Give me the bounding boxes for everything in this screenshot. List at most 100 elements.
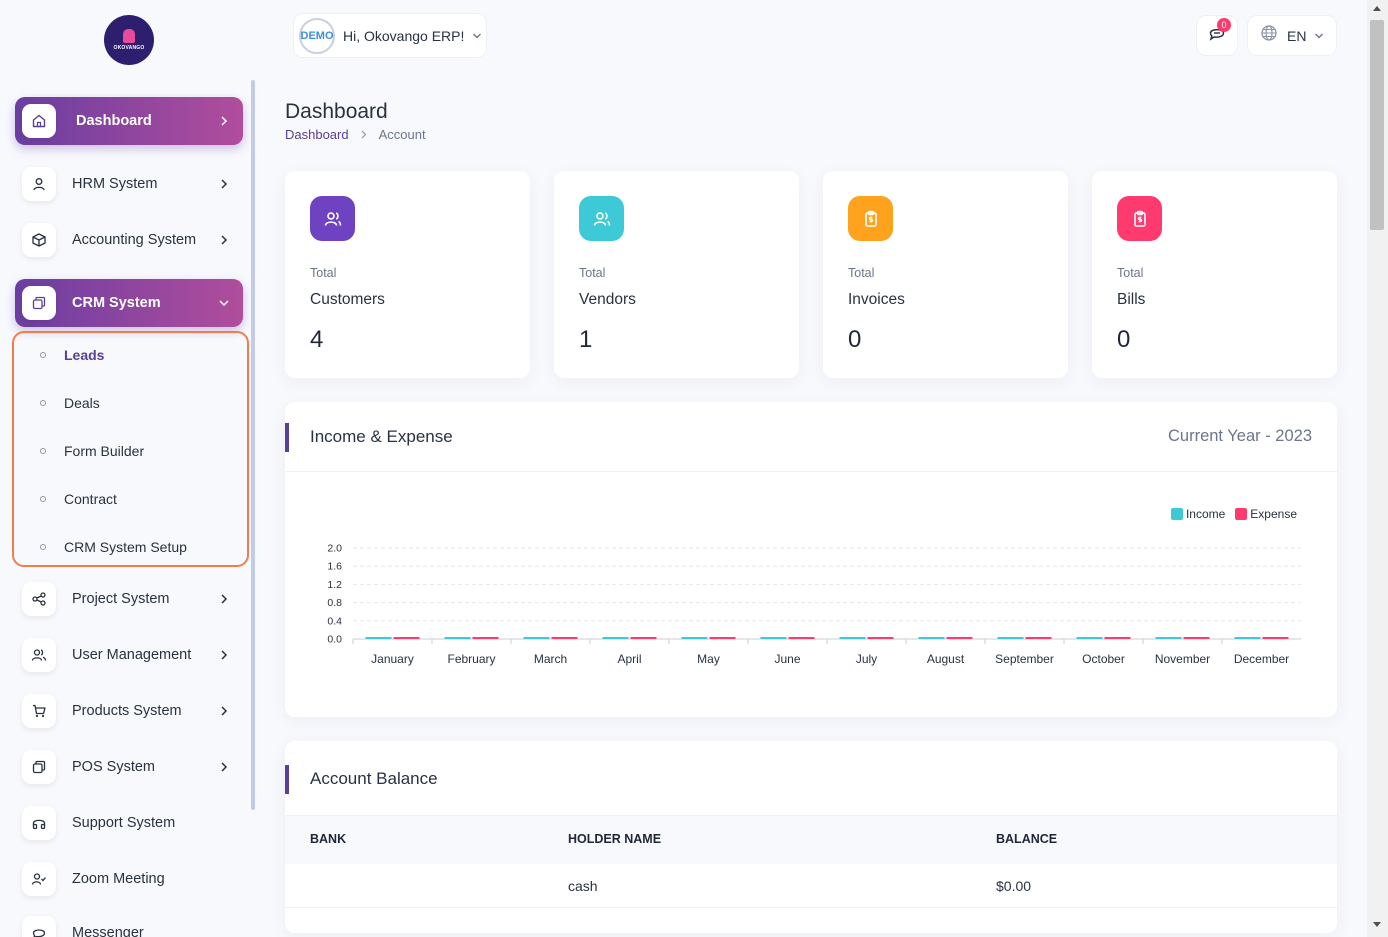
sidebar-item-label: Zoom Meeting [72, 871, 165, 887]
sidebar-item-label: Project System [72, 591, 170, 607]
bullet-icon [40, 352, 46, 358]
users-icon [310, 196, 355, 241]
language-code: EN [1287, 27, 1307, 44]
headphones-icon [22, 806, 56, 840]
bar-expense [867, 637, 894, 639]
bill-icon [1117, 196, 1162, 241]
submenu-label: Contract [64, 491, 117, 507]
share-icon [22, 582, 56, 616]
sidebar-item-label: Products System [72, 703, 182, 719]
bullet-icon [40, 400, 46, 406]
users-icon [579, 196, 624, 241]
bar-expense [1262, 637, 1289, 639]
bar-income [918, 637, 945, 639]
stat-label: Total [848, 266, 875, 280]
logo-text: OKOVANGO [113, 45, 145, 51]
chevron-right-icon [219, 235, 229, 245]
scrollbar-thumb[interactable] [1370, 20, 1384, 230]
sidebar-item-pos[interactable]: POS System [15, 743, 243, 791]
cell-holder: cash [568, 878, 598, 894]
box-icon [22, 223, 56, 257]
legend-item-income[interactable]: Income [1170, 507, 1225, 521]
stat-name: Vendors [579, 291, 636, 308]
invoice-icon [848, 196, 893, 241]
bar-expense [709, 637, 736, 639]
bar-income [1234, 637, 1261, 639]
legend-item-expense[interactable]: Expense [1235, 507, 1297, 521]
chevron-right-icon [219, 179, 229, 189]
bar-income [444, 637, 471, 639]
submenu-item-form-builder[interactable]: Form Builder [40, 441, 144, 461]
bar-expense [1183, 637, 1210, 639]
sidebar: OKOVANGO Dashboard HRM System Accounting… [0, 0, 258, 937]
chevron-right-icon [219, 650, 229, 660]
column-header-bank: BANK [310, 832, 347, 846]
card-title: Account Balance [310, 769, 438, 788]
user-menu[interactable]: DEMO Hi, Okovango ERP! [293, 13, 487, 58]
x-tick-label: January [371, 652, 414, 666]
submenu-item-deals[interactable]: Deals [40, 393, 100, 413]
sidebar-scrollbar[interactable] [251, 80, 255, 810]
stat-card-bills: Total Bills 0 [1092, 171, 1337, 378]
submenu-item-contract[interactable]: Contract [40, 489, 117, 509]
breadcrumb-link-dashboard[interactable]: Dashboard [285, 127, 349, 142]
chevron-right-icon [219, 706, 229, 716]
card-header: Income & Expense Current Year - 2023 [285, 402, 1337, 472]
sidebar-item-label: Dashboard [76, 113, 152, 129]
sidebar-item-products[interactable]: Products System [15, 687, 243, 735]
avatar: DEMO [299, 17, 335, 54]
user-greeting: Hi, Okovango ERP! [343, 27, 465, 44]
x-tick-label: November [1155, 652, 1210, 666]
sidebar-item-user-management[interactable]: User Management [15, 631, 243, 679]
page-scrollbar[interactable] [1367, 0, 1388, 937]
stat-label: Total [310, 266, 337, 280]
x-tick-label: June [774, 652, 800, 666]
stat-value: 0 [848, 326, 862, 353]
x-tick-label: December [1234, 652, 1289, 666]
y-tick-label: 1.2 [327, 579, 342, 591]
scroll-down-arrow-icon[interactable] [1373, 922, 1381, 927]
sidebar-item-label: Messenger [72, 925, 144, 937]
stat-label: Total [1117, 266, 1144, 280]
legend-swatch [1235, 508, 1248, 520]
breadcrumb: Dashboard Account [285, 127, 426, 142]
users-icon [22, 638, 56, 672]
sidebar-item-messenger[interactable]: Messenger [15, 909, 243, 937]
x-tick-label: May [697, 652, 720, 666]
sidebar-item-label: HRM System [72, 176, 158, 192]
page-title: Dashboard [285, 100, 388, 123]
sidebar-item-dashboard[interactable]: Dashboard [15, 97, 243, 145]
scroll-up-arrow-icon[interactable] [1373, 6, 1381, 11]
submenu-label: CRM System Setup [64, 539, 187, 555]
sidebar-item-hrm[interactable]: HRM System [15, 160, 243, 208]
sidebar-item-label: User Management [72, 647, 192, 663]
submenu-label: Form Builder [64, 443, 145, 459]
company-logo[interactable]: OKOVANGO [104, 15, 154, 65]
language-selector[interactable]: EN [1247, 15, 1337, 56]
column-header-holder: HOLDER NAME [568, 832, 662, 846]
sidebar-item-label: CRM System [72, 295, 161, 311]
bar-expense [630, 637, 657, 639]
y-tick-label: 0.0 [327, 634, 342, 646]
submenu-item-crm-setup[interactable]: CRM System Setup [40, 537, 187, 557]
x-tick-label: March [534, 652, 567, 666]
sidebar-item-accounting[interactable]: Accounting System [15, 216, 243, 264]
income-expense-card: Income & Expense Current Year - 2023 Inc… [285, 402, 1337, 717]
sidebar-item-zoom[interactable]: Zoom Meeting [15, 855, 243, 903]
submenu-item-leads[interactable]: Leads [40, 345, 104, 365]
legend-label: Expense [1250, 507, 1297, 521]
bullet-icon [40, 544, 46, 550]
bar-income [760, 637, 787, 639]
bar-expense [788, 637, 815, 639]
y-tick-label: 2.0 [327, 543, 342, 555]
sidebar-item-project[interactable]: Project System [15, 575, 243, 623]
chevron-down-icon [1314, 27, 1324, 45]
y-tick-label: 1.6 [327, 561, 342, 573]
notifications-button[interactable]: 0 [1196, 15, 1238, 56]
home-icon [22, 104, 56, 138]
card-header: Account Balance [285, 741, 1337, 816]
sidebar-item-crm[interactable]: CRM System [15, 279, 243, 327]
sidebar-item-support[interactable]: Support System [15, 799, 243, 847]
stat-name: Customers [310, 291, 385, 308]
income-expense-chart: 0.0 0.4 0.8 1.2 1.6 2.0 January February March Ap… [327, 543, 1301, 666]
